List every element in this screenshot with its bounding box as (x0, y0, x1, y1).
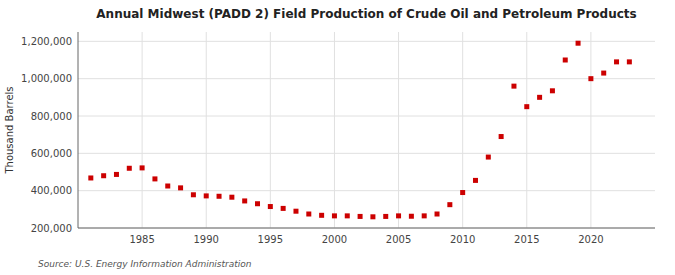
point (293, 209, 298, 214)
point (127, 166, 132, 171)
point (88, 175, 93, 180)
x-grid-line (526, 32, 527, 228)
point (473, 178, 478, 183)
point (101, 173, 106, 178)
point (191, 192, 196, 197)
point (614, 59, 619, 64)
point (588, 76, 593, 81)
x-tick-label: 1995 (258, 234, 283, 245)
point (255, 201, 260, 206)
source-note: Source: U.S. Energy Information Administ… (38, 259, 252, 269)
point (422, 213, 427, 218)
y-grid-line (78, 190, 655, 191)
point (486, 155, 491, 160)
x-axis-line (78, 228, 655, 229)
x-grid-line (462, 32, 463, 228)
point (524, 104, 529, 109)
y-axis-line (78, 32, 79, 228)
x-tick-label: 2000 (322, 234, 347, 245)
y-tick-label: 800,000 (31, 111, 72, 122)
x-grid-line (270, 32, 271, 228)
title: Annual Midwest (PADD 2) Field Production… (96, 7, 636, 21)
grid (78, 32, 655, 228)
point (114, 172, 119, 177)
point (345, 213, 350, 218)
point (576, 41, 581, 46)
point (550, 88, 555, 93)
point (152, 176, 157, 181)
point (229, 195, 234, 200)
point (242, 198, 247, 203)
x-tick-label: 1990 (193, 234, 218, 245)
point (268, 204, 273, 209)
x-tick-label: 2010 (450, 234, 475, 245)
point (499, 134, 504, 139)
point (396, 213, 401, 218)
x-grid-line (398, 32, 399, 228)
x-grid-line (590, 32, 591, 228)
y-axis-label: Thousand Barrels (4, 86, 15, 174)
x-grid-line (206, 32, 207, 228)
y-grid-line (78, 78, 655, 79)
point (204, 193, 209, 198)
x-tick-label: 2020 (578, 234, 603, 245)
y-grid-line (78, 116, 655, 117)
point (563, 58, 568, 63)
point (370, 214, 375, 219)
point (178, 185, 183, 190)
point (537, 95, 542, 100)
point (332, 213, 337, 218)
point (358, 214, 363, 219)
point (627, 59, 632, 64)
point (165, 184, 170, 189)
points (88, 41, 632, 220)
x-grid-line (334, 32, 335, 228)
y-grid-line (78, 41, 655, 42)
x-tick-label: 2015 (514, 234, 539, 245)
x-tick-label: 1985 (129, 234, 154, 245)
y-tick-label: 200,000 (31, 223, 72, 234)
x-grid-line (142, 32, 143, 228)
point (306, 212, 311, 217)
point (140, 165, 145, 170)
y-tick-label: 600,000 (31, 148, 72, 159)
y-tick-label: 1,200,000 (21, 36, 72, 47)
point (601, 71, 606, 76)
chart: Annual Midwest (PADD 2) Field Production… (0, 0, 675, 275)
point (383, 214, 388, 219)
y-grid-line (78, 153, 655, 154)
point (511, 84, 516, 89)
point (281, 206, 286, 211)
point (435, 212, 440, 217)
point (460, 190, 465, 195)
point (319, 213, 324, 218)
point (217, 194, 222, 199)
y-grid-line (78, 228, 655, 229)
point (447, 202, 452, 207)
point (409, 214, 414, 219)
y-tick-label: 400,000 (31, 185, 72, 196)
y-tick-label: 1,000,000 (21, 73, 72, 84)
x-tick-label: 2005 (386, 234, 411, 245)
